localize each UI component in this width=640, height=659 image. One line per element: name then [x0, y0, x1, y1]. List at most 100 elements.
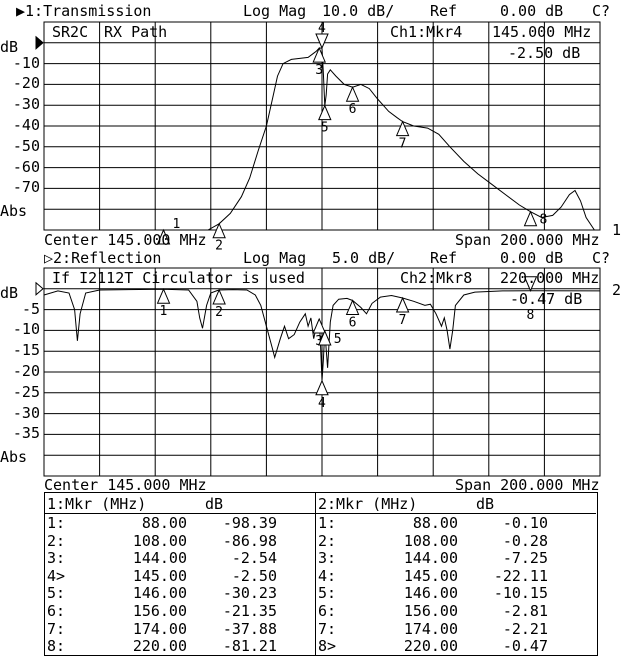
y-tick-label: -20	[12, 362, 40, 380]
ch1-scale[interactable]: 10.0 dB/	[322, 2, 395, 20]
marker-table-row[interactable]: 6: 156.00 -21.35	[47, 603, 307, 620]
y-tick-label: -20	[12, 74, 40, 93]
marker-freq: 156.00	[403, 602, 458, 620]
y-tick-label: -10	[12, 320, 40, 339]
ch2-ref-value[interactable]: 0.00 dB	[500, 249, 564, 267]
marker-table-row[interactable]: 8> 220.00 -0.47	[318, 638, 578, 655]
marker-db: -21.35	[222, 602, 277, 620]
marker-number: 1	[173, 217, 181, 232]
marker-id: 7:	[318, 619, 337, 638]
marker-id: 2:	[47, 531, 66, 550]
marker-table-row[interactable]: 8: 220.00 -81.21	[47, 638, 307, 655]
ch1-table-header-mkr: 1:Mkr (MHz)	[47, 495, 147, 513]
marker-freq: 144.00	[132, 549, 187, 568]
ch1-center[interactable]: Center 145.000 MHz	[44, 231, 207, 249]
marker-db: -0.28	[502, 531, 548, 550]
ch2-status: C?	[592, 249, 611, 267]
marker-number: 7	[399, 313, 407, 328]
marker-table-row[interactable]: 2: 108.00 -86.98	[47, 531, 307, 550]
ch2-ref-position: 2	[612, 281, 622, 299]
marker-id: 8:	[47, 637, 66, 656]
marker-triangle-icon	[315, 379, 329, 396]
reference-level-arrow-icon	[35, 281, 44, 296]
marker-id: 6:	[318, 602, 337, 620]
ch2-scale[interactable]: 5.0 dB/	[332, 249, 396, 267]
marker-triangle-icon	[318, 104, 332, 121]
marker-db: -2.81	[502, 602, 548, 620]
ch2-marker-list: 2:Mkr (MHz) dB 1: 88.00 -0.10 2: 108.00 -0.28…	[316, 493, 596, 655]
ch1-label-a: SR2C	[52, 23, 89, 41]
marker-number: 1	[160, 304, 168, 319]
marker-table-row[interactable]: 6: 156.00 -2.81	[318, 603, 578, 620]
active-marker-triangle-icon	[523, 276, 538, 293]
marker-table-row[interactable]: 5: 146.00 -30.23	[47, 585, 307, 602]
marker-number: 6	[349, 315, 357, 330]
y-tick-label: -40	[12, 116, 40, 134]
marker-db: -0.47	[502, 637, 548, 656]
marker-table-row[interactable]: 4: 145.00 -22.11	[318, 566, 578, 585]
ch2-span[interactable]: Span 200.000 MHz	[455, 476, 600, 494]
ch2-title[interactable]: ▷2:Reflection	[44, 249, 162, 267]
ch1-marker-value: -2.50 dB	[508, 44, 581, 62]
marker-table-row[interactable]: 7: 174.00 -2.21	[318, 619, 578, 638]
marker-table-row[interactable]: 3: 144.00 -7.25	[318, 550, 578, 567]
marker-table-row[interactable]: 5: 146.00 -10.15	[318, 585, 578, 602]
marker-freq: 146.00	[403, 584, 458, 603]
marker-number: 6	[349, 102, 357, 117]
marker-table-row[interactable]: 4> 145.00 -2.50	[47, 566, 307, 585]
marker-db: -7.25	[502, 549, 548, 568]
ch1-span[interactable]: Span 200.000 MHz	[455, 231, 600, 249]
marker-db: -30.23	[222, 584, 277, 603]
ch1-marker-list: 1:Mkr (MHz) dB 1: 88.00 -98.39 2: 108.00 -86.…	[45, 493, 316, 655]
marker-table-row[interactable]: 3: 144.00 -2.54	[47, 550, 307, 567]
trace-line	[44, 47, 600, 231]
marker-number: 2	[215, 305, 223, 320]
y-tick-label: -60	[12, 157, 40, 176]
ch2-ref-label: Ref	[430, 249, 458, 267]
marker-number: 8	[540, 213, 548, 228]
marker-number: 8	[527, 308, 535, 323]
y-tick-label: -15	[12, 341, 40, 360]
marker-triangle-icon	[212, 288, 226, 305]
marker-table-row[interactable]: 2: 108.00 -0.28	[318, 531, 578, 550]
marker-id: 8>	[318, 637, 337, 656]
reference-level-arrow-icon	[35, 35, 44, 50]
marker-id: 4>	[47, 566, 66, 585]
marker-table-row[interactable]: 1: 88.00 -98.39	[47, 515, 307, 532]
marker-freq: 220.00	[132, 637, 187, 656]
active-marker-triangle-icon	[315, 33, 329, 50]
marker-table-row[interactable]: 1: 88.00 -0.10	[318, 515, 578, 532]
marker-triangle-icon	[523, 210, 538, 227]
marker-id: 6:	[47, 602, 66, 620]
ch1-ref-position: 1	[612, 221, 622, 239]
ch1-format[interactable]: Log Mag	[243, 2, 307, 20]
marker-id: 3:	[47, 549, 66, 568]
ch2-marker-value: -0.47 dB	[510, 290, 583, 308]
marker-table-row[interactable]: 7: 174.00 -37.88	[47, 619, 307, 638]
marker-triangle-icon	[156, 287, 171, 304]
ch1-marker-freq: 145.000 MHz	[492, 23, 592, 41]
marker-id: 1:	[318, 514, 337, 532]
marker-db: -0.10	[502, 514, 548, 532]
marker-id: 7:	[47, 619, 66, 638]
marker-triangle-icon	[318, 329, 332, 346]
marker-freq: 156.00	[132, 602, 187, 620]
marker-db: -81.21	[222, 637, 277, 656]
ch1-title[interactable]: ▶1:Transmission	[16, 2, 152, 20]
ch1-y-abs: Abs	[0, 202, 28, 220]
marker-db: -37.88	[222, 619, 277, 638]
ch2-table-header-db: dB	[476, 495, 495, 513]
ch1-status: C?	[592, 2, 611, 20]
marker-number: 7	[399, 137, 407, 152]
ch2-center[interactable]: Center 145.000 MHz	[44, 476, 207, 494]
marker-id: 4:	[318, 566, 337, 585]
marker-triangle-icon	[395, 120, 410, 137]
marker-triangle-icon	[345, 299, 360, 315]
ch1-label-b: RX Path	[104, 23, 168, 41]
ch1-ref-value[interactable]: 0.00 dB	[500, 2, 564, 20]
y-tick-label: -5	[21, 299, 40, 318]
marker-triangle-icon	[395, 296, 410, 313]
marker-id: 2:	[318, 531, 337, 550]
ch2-format[interactable]: Log Mag	[243, 249, 307, 267]
